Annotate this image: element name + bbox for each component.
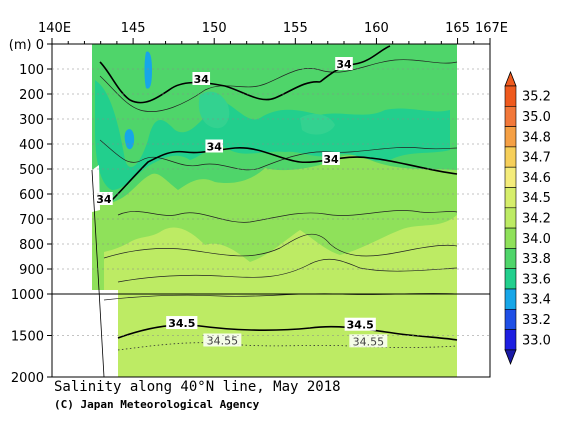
contour-label-bg-8 — [203, 333, 242, 347]
colorbar-label-8: 33.8 — [522, 252, 551, 267]
contour-thin-2 — [103, 233, 458, 259]
contour-label-bg-9 — [349, 334, 388, 348]
colorbar-label-6: 34.2 — [522, 211, 551, 226]
y-tick-label-12: 2000 — [11, 371, 44, 386]
y-tick-label-11: 1500 — [11, 330, 44, 345]
colorbar-cell-11 — [504, 308, 517, 330]
colorbar-label-11: 33.2 — [522, 313, 551, 328]
contour-label-7: 34.5 — [347, 319, 374, 332]
colorbar-label-4: 34.6 — [522, 171, 551, 186]
contour-34-east — [319, 45, 391, 83]
field-mask-step — [104, 316, 118, 377]
contour-thin-4 — [99, 59, 458, 112]
y-tick-label-2: 200 — [19, 88, 44, 103]
y-axis: (m) 0 100 200 300 400 500 600 700 800 900 1000 1500… — [9, 38, 490, 386]
field-minimum-core-upper — [144, 51, 152, 89]
colorbar-label-5: 34.5 — [522, 191, 551, 206]
contour-label-bg-5 — [95, 192, 113, 205]
contour-label-9: 34.55 — [353, 335, 385, 348]
colorbar-cell-7 — [504, 227, 517, 249]
contour-thin-5 — [99, 139, 458, 171]
colorbar: 35.2 35.0 34.8 34.7 34.6 34.5 34.2 34.0 33.8 33.6… — [504, 70, 551, 365]
colorbar-arrow-bottom — [504, 349, 517, 365]
field-mask-lower-left — [92, 290, 104, 377]
plot-frame — [51, 43, 491, 378]
x-axis: 140E 145 150 155 160 165 167E — [38, 21, 508, 44]
y-tick-label-6: 600 — [19, 188, 44, 203]
contour-label-bg-3 — [205, 139, 224, 153]
y-tick-label-1: 100 — [19, 63, 44, 78]
y-tick-label-9: 900 — [19, 263, 44, 278]
y-tick-label-7: 700 — [19, 213, 44, 228]
colorbar-label-9: 33.6 — [522, 272, 551, 287]
colorbar-cell-6 — [504, 207, 517, 229]
field-core-150e — [198, 91, 230, 129]
colorbar-cell-10 — [504, 288, 517, 310]
contour-thin-3 — [117, 258, 458, 283]
colorbar-cell-2 — [504, 126, 517, 148]
contour-label-bg-7 — [344, 317, 376, 331]
bottom-profile — [91, 169, 105, 378]
contour-label-1: 34 — [336, 58, 352, 71]
contour-label-2: 34 — [194, 73, 210, 86]
colorbar-label-2: 34.8 — [522, 130, 551, 145]
contour-label-bg-6 — [166, 316, 198, 330]
colorbar-label-7: 34.0 — [522, 232, 551, 247]
colorbar-cell-9 — [504, 268, 517, 290]
colorbar-cell-12 — [504, 329, 517, 351]
x-tick-label-0: 140E — [38, 21, 71, 36]
y-tick-label-5: 500 — [19, 163, 44, 178]
x-tick-label-4: 160 — [364, 21, 389, 36]
frame-border — [51, 43, 491, 378]
contour-label-4: 34 — [323, 153, 339, 166]
x-tick-label-5: 165 — [445, 21, 470, 36]
colorbar-cell-0 — [504, 85, 517, 107]
x-tick-label-3: 155 — [283, 21, 308, 36]
contour-label-6: 34.5 — [168, 317, 195, 330]
x-tick-label-6: 167E — [475, 21, 508, 36]
y-tick-label-4: 400 — [19, 138, 44, 153]
contour-34-lower — [111, 147, 458, 201]
contour-thin-1 — [117, 210, 458, 223]
chart-credit: (C) Japan Meteorological Agency — [54, 398, 260, 411]
colorbar-label-1: 35.0 — [522, 110, 551, 125]
y-tick-label-8: 800 — [19, 238, 44, 253]
colorbar-cell-5 — [504, 187, 517, 209]
contour-label-bg-2 — [192, 72, 211, 85]
contour-34-55 — [117, 342, 458, 351]
colorbar-label-0: 35.2 — [522, 90, 551, 105]
contour-label-8: 34.55 — [207, 334, 239, 347]
colorbar-cell-3 — [504, 146, 517, 168]
field-low-salinity-core — [95, 80, 450, 190]
y-tick-label-10: 1000 — [11, 288, 44, 303]
contour-label-5: 34 — [96, 193, 112, 206]
x-tick-label-2: 150 — [202, 21, 227, 36]
contour-label-bg-1 — [335, 57, 353, 70]
colorbar-cell-1 — [504, 106, 517, 127]
colorbar-label-3: 34.7 — [522, 151, 551, 166]
y-tick-label-3: 300 — [19, 113, 44, 128]
chart-title: Salinity along 40°N line, May 2018 — [54, 379, 341, 395]
colorbar-cell-8 — [504, 248, 517, 269]
colorbar-cell-4 — [504, 166, 517, 188]
field-minimum-core-lower — [124, 129, 135, 150]
x-tick-label-1: 145 — [121, 21, 146, 36]
contour-labels: 34 34 34 34 34 34.5 34.5 34.55 34.55 — [95, 57, 388, 348]
contour-label-3: 34 — [207, 141, 223, 154]
contour-label-bg-4 — [322, 152, 340, 165]
y-tick-label-0: (m) 0 — [9, 38, 44, 53]
colorbar-label-10: 33.4 — [522, 293, 551, 308]
colorbar-label-12: 33.0 — [522, 333, 551, 348]
